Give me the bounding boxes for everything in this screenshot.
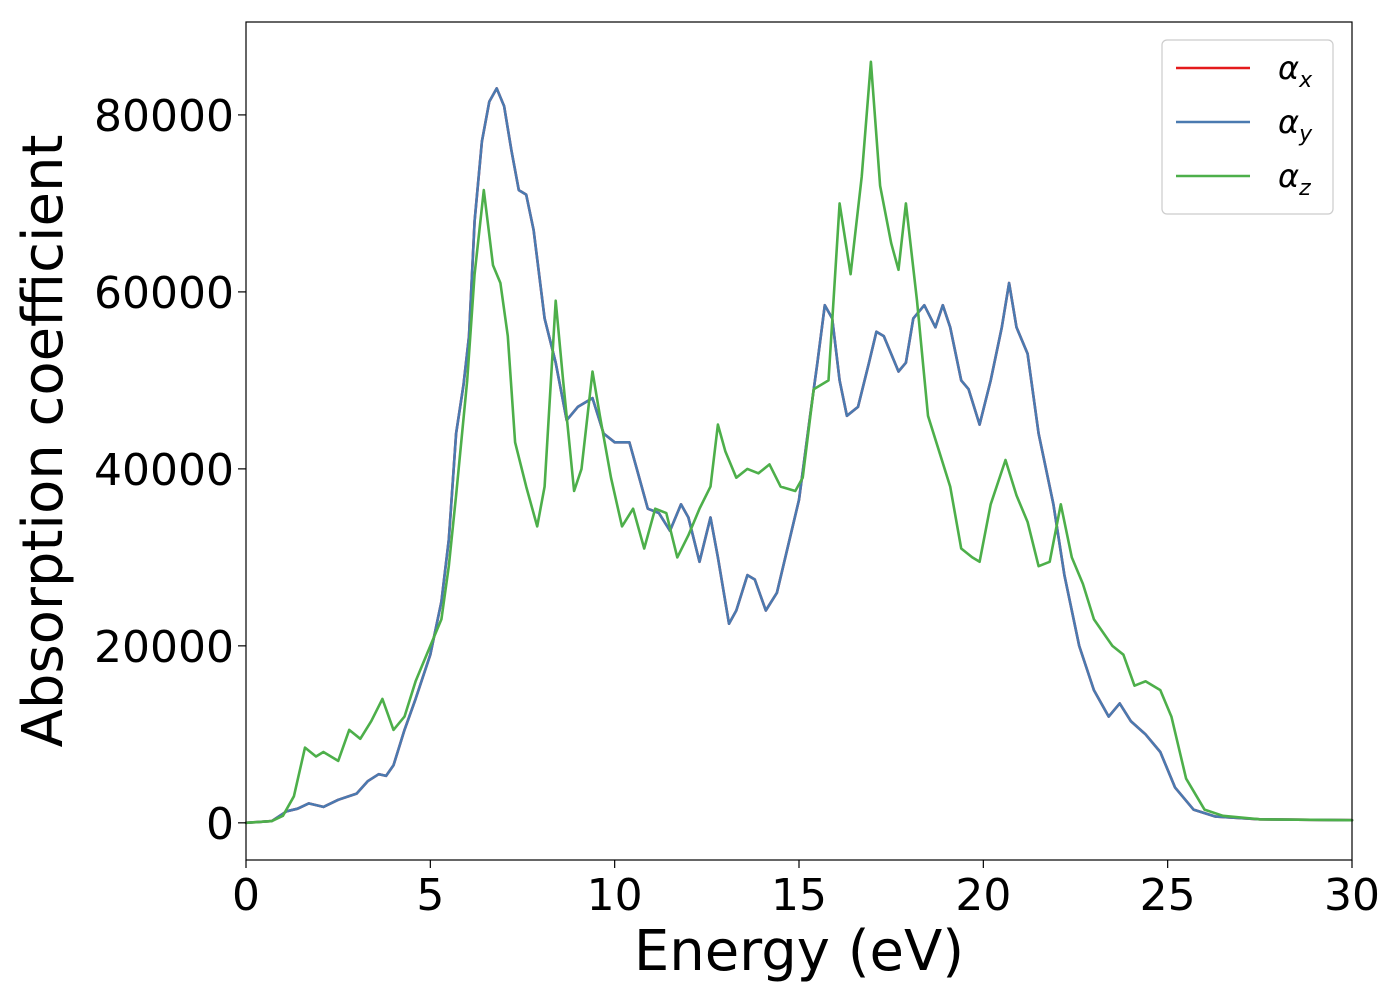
y-tick-label: 0 [206, 799, 234, 850]
x-tick-label: 25 [1140, 870, 1196, 921]
series-line-y [244, 87, 1354, 825]
x-axis-title: Energy (eV) [634, 919, 964, 984]
x-tick-label: 5 [416, 870, 444, 921]
y-tick-label: 20000 [94, 622, 234, 673]
x-tick-label: 20 [955, 870, 1011, 921]
x-tick-label: 30 [1324, 870, 1380, 921]
x-tick-label: 0 [232, 870, 260, 921]
y-axis: 0 20000 40000 60000 80000 [94, 91, 246, 850]
y-tick-label: 60000 [94, 268, 234, 319]
series-line-z [244, 60, 1354, 825]
series-layer [244, 60, 1354, 825]
y-tick-label: 80000 [94, 91, 234, 142]
x-tick-label: 10 [587, 870, 643, 921]
y-tick-label: 40000 [94, 445, 234, 496]
y-axis-title: Absorption coefficient [11, 135, 76, 748]
legend-box [1161, 39, 1334, 215]
x-tick-label: 15 [771, 870, 827, 921]
x-axis: 0 5 10 15 20 25 30 [232, 860, 1380, 921]
